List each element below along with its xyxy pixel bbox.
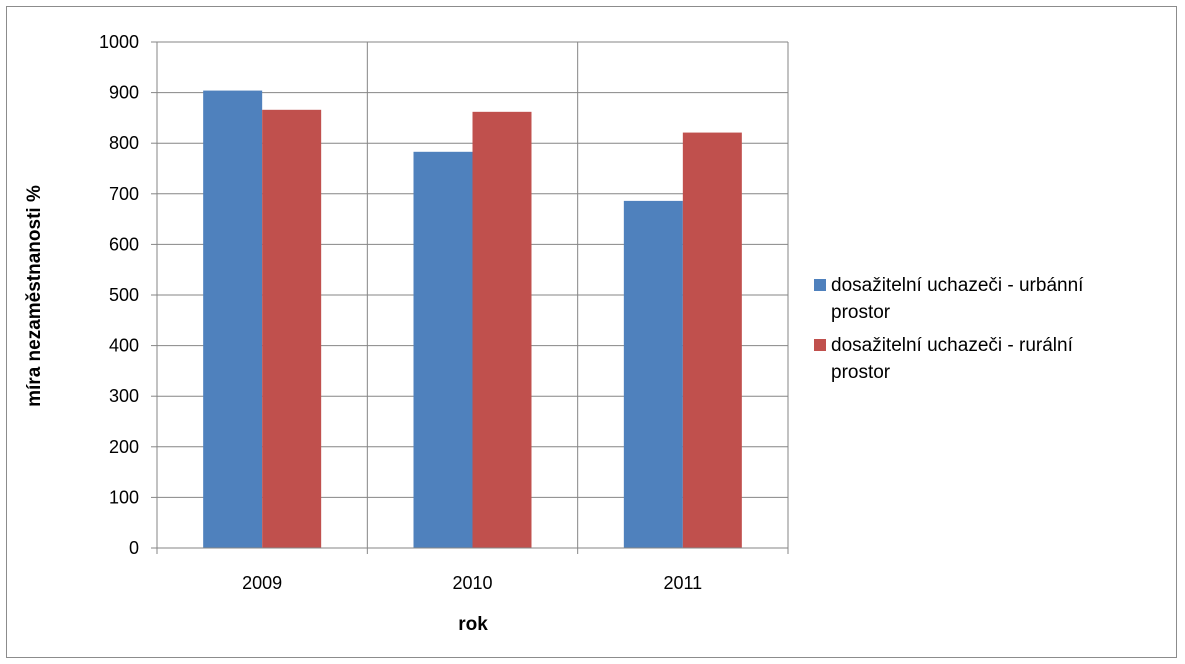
y-tick-label: 700 bbox=[109, 184, 139, 204]
axes bbox=[151, 41, 789, 554]
y-tick-label: 300 bbox=[109, 386, 139, 406]
y-tick-label: 1000 bbox=[99, 32, 139, 52]
legend-label: prostor bbox=[831, 302, 891, 323]
bar-urban-2010 bbox=[413, 151, 473, 548]
x-tick-labels: 2009 2010 2011 bbox=[242, 573, 702, 593]
bar-urban-2011 bbox=[623, 200, 683, 548]
x-tick-label: 2011 bbox=[663, 573, 702, 593]
legend-swatch bbox=[814, 279, 826, 291]
y-tick-label: 800 bbox=[109, 133, 139, 153]
legend-label: prostor bbox=[831, 362, 891, 383]
legend: dosažitelní uchazeči - urbánní prostor dos… bbox=[814, 275, 1084, 383]
legend-label: dosažitelní uchazeči - rurální bbox=[831, 335, 1074, 356]
y-tick-label: 600 bbox=[109, 234, 139, 254]
x-tick-label: 2010 bbox=[452, 573, 492, 593]
y-tick-label: 900 bbox=[109, 83, 139, 103]
y-tick-label: 0 bbox=[129, 538, 139, 558]
bars bbox=[203, 90, 742, 549]
bar-urban-2009 bbox=[203, 90, 263, 549]
y-tick-label: 100 bbox=[109, 487, 139, 507]
bar-rural-2009 bbox=[262, 109, 322, 548]
y-tick-label: 200 bbox=[109, 437, 139, 457]
bar-rural-2011 bbox=[682, 132, 742, 548]
y-tick-label: 400 bbox=[109, 336, 139, 356]
legend-label: dosažitelní uchazeči - urbánní bbox=[831, 275, 1084, 296]
y-tick-labels: 0 100 200 300 400 500 600 700 800 900 1000 bbox=[99, 32, 139, 558]
legend-swatch bbox=[814, 339, 826, 351]
x-tick-label: 2009 bbox=[242, 573, 282, 593]
y-axis-title: míra nezaměstnanosti % bbox=[24, 185, 45, 407]
y-tick-label: 500 bbox=[109, 285, 139, 305]
bar-rural-2010 bbox=[472, 111, 532, 548]
chart-frame bbox=[6, 6, 1177, 658]
x-axis-title: rok bbox=[458, 614, 488, 635]
